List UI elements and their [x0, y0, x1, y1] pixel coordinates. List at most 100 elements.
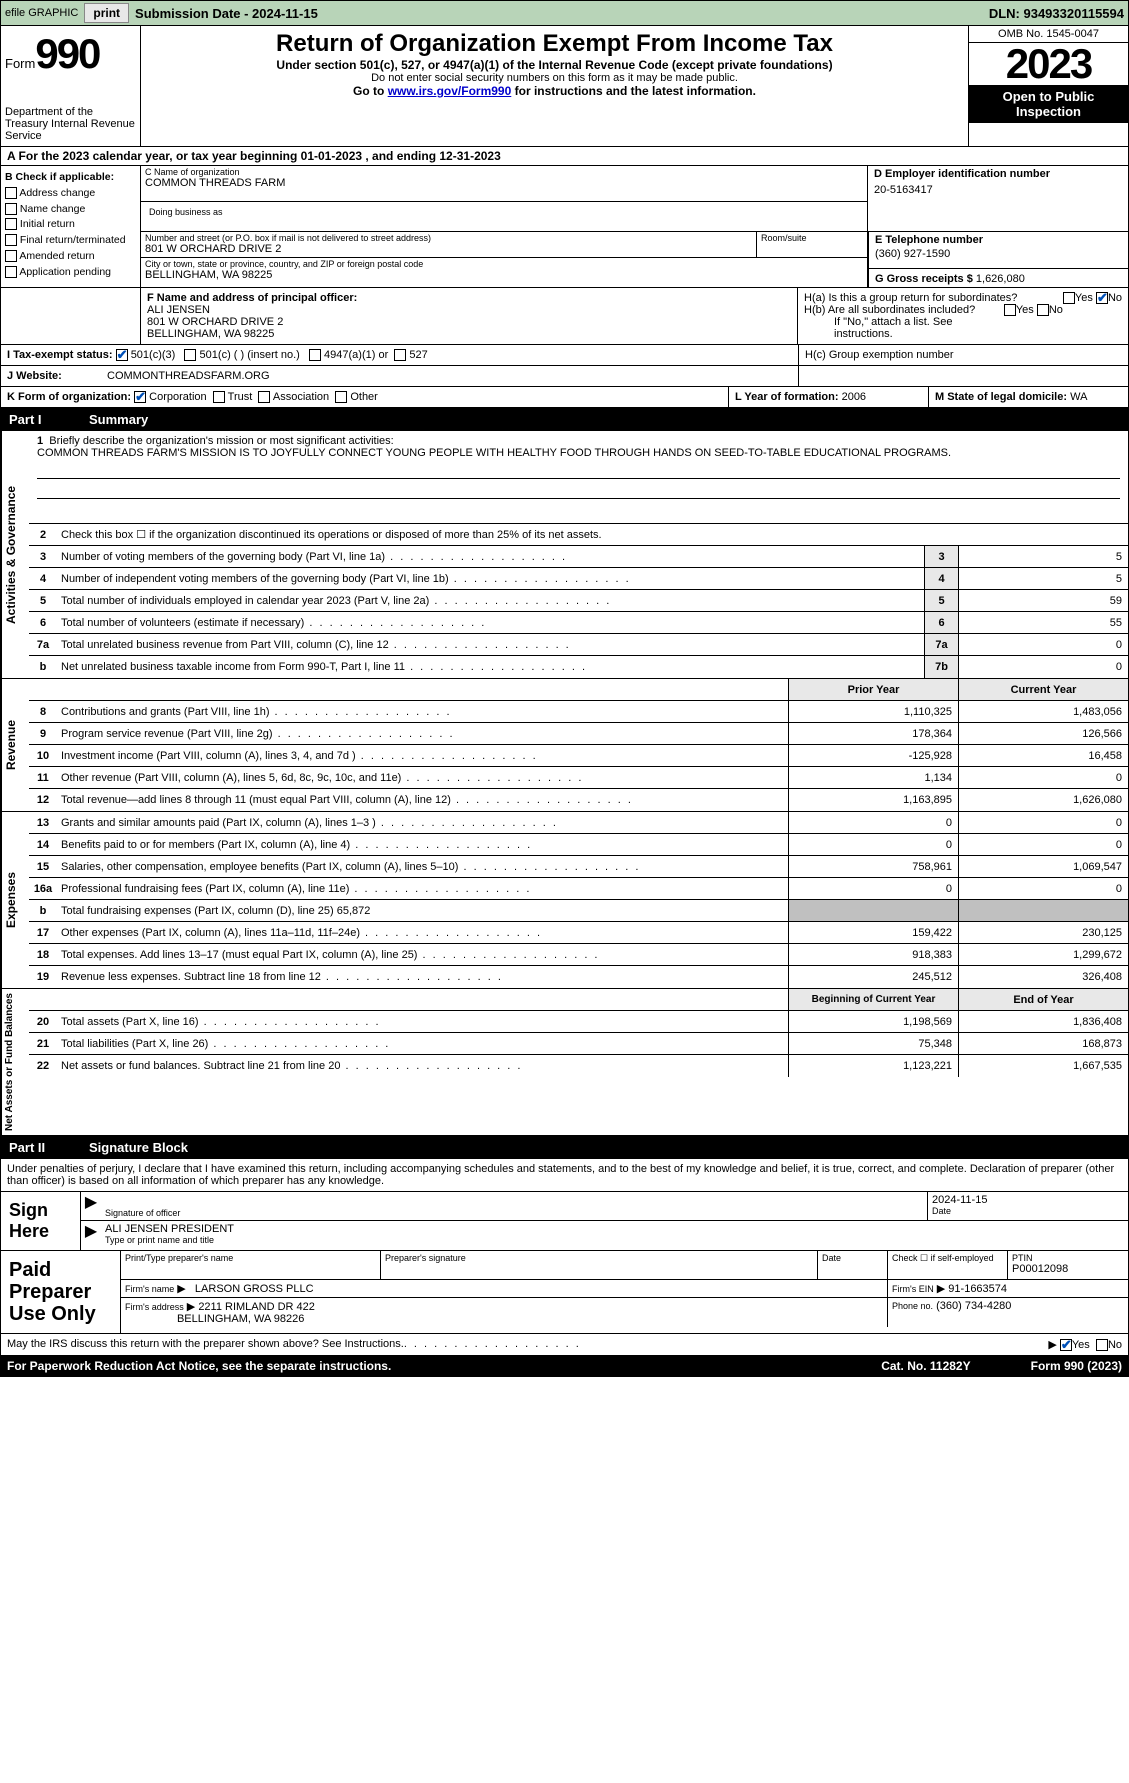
hb-yes[interactable]	[1004, 304, 1016, 316]
k-corp: Corporation	[149, 391, 206, 403]
checkbox-initial-return[interactable]	[5, 218, 17, 230]
cb-corp[interactable]	[134, 391, 146, 403]
m-label: M State of legal domicile:	[935, 391, 1067, 403]
i-527: 527	[409, 349, 427, 361]
website-row: J Website: COMMONTHREADSFARM.ORG	[0, 366, 1129, 387]
i-c3: 501(c)(3)	[131, 349, 176, 361]
check-applicable: B Check if applicable: Address change Na…	[1, 166, 141, 287]
print-button[interactable]: print	[84, 3, 129, 23]
street-value: 801 W ORCHARD DRIVE 2	[141, 243, 756, 257]
firm-name-label: Firm's name	[125, 1284, 174, 1294]
checkbox-amended[interactable]	[5, 250, 17, 262]
ha-yes[interactable]	[1063, 292, 1075, 304]
header-right: OMB No. 1545-0047 2023 Open to Public In…	[968, 26, 1128, 146]
paid-label: Paid Preparer Use Only	[1, 1251, 121, 1333]
firm-addr-val: 2211 RIMLAND DR 422	[198, 1301, 315, 1313]
top-bar: efile GRAPHIC print Submission Date - 20…	[0, 0, 1129, 26]
yes-text2: Yes	[1016, 304, 1034, 316]
summary-line: 15Salaries, other compensation, employee…	[29, 856, 1128, 878]
form-word: Form	[5, 56, 35, 71]
officer-block: F Name and address of principal officer:…	[141, 288, 798, 344]
firm-addr-label: Firm's address	[125, 1302, 184, 1312]
ha-no[interactable]	[1096, 292, 1108, 304]
checkbox-app-pending[interactable]	[5, 266, 17, 278]
cb-501c3[interactable]	[116, 349, 128, 361]
checkbox-final-return[interactable]	[5, 234, 17, 246]
phone-val: (360) 734-4280	[936, 1300, 1011, 1312]
summary-line: bTotal fundraising expenses (Part IX, co…	[29, 900, 1128, 922]
tel-value: (360) 927-1590	[875, 246, 1122, 268]
mission-q: Briefly describe the organization's miss…	[49, 435, 393, 447]
part-i-title: Summary	[89, 412, 148, 427]
pra-text: For Paperwork Reduction Act Notice, see …	[7, 1359, 391, 1373]
form-number: 990	[35, 30, 99, 77]
cb-assoc[interactable]	[258, 391, 270, 403]
firm-ein-val: 91-1663574	[948, 1283, 1007, 1295]
vlabel-rev: Revenue	[1, 679, 29, 811]
self-emp-label: Check ☐ if self-employed	[892, 1253, 1003, 1264]
summary-line: 4Number of independent voting members of…	[29, 568, 1128, 590]
k-l-m-row: K Form of organization: Corporation Trus…	[0, 387, 1129, 408]
tax-year: 2023	[969, 43, 1128, 85]
cb-other[interactable]	[335, 391, 347, 403]
officer-name: ALI JENSEN	[147, 304, 791, 316]
tel-label: E Telephone number	[875, 234, 983, 246]
cb-501c[interactable]	[184, 349, 196, 361]
year-header-row: Prior Year Current Year	[29, 679, 1128, 701]
footer-row: For Paperwork Reduction Act Notice, see …	[0, 1356, 1129, 1377]
perjury-text: Under penalties of perjury, I declare th…	[0, 1159, 1129, 1192]
hc-label: H(c) Group exemption number	[798, 345, 1128, 365]
ptin-label: PTIN	[1012, 1253, 1124, 1263]
summary-line: 17Other expenses (Part IX, column (A), l…	[29, 922, 1128, 944]
sig-off-label: Signature of officer	[105, 1208, 923, 1218]
hb-no[interactable]	[1037, 304, 1049, 316]
summary-line: 8Contributions and grants (Part VIII, li…	[29, 701, 1128, 723]
prep-name-label: Print/Type preparer's name	[125, 1253, 376, 1263]
prep-sig-label: Preparer's signature	[385, 1253, 813, 1263]
i-label: I Tax-exempt status:	[7, 349, 113, 361]
sign-here-label: Sign Here	[1, 1192, 81, 1250]
goto-line: Go to www.irs.gov/Form990 for instructio…	[147, 84, 962, 98]
firm-ein-label: Firm's EIN	[892, 1284, 934, 1294]
summary-line: 18Total expenses. Add lines 13–17 (must …	[29, 944, 1128, 966]
m-val: WA	[1070, 391, 1087, 403]
summary-line: 11Other revenue (Part VIII, column (A), …	[29, 767, 1128, 789]
h-block: H(a) Is this a group return for subordin…	[798, 288, 1128, 344]
summary-line: 16aProfessional fundraising fees (Part I…	[29, 878, 1128, 900]
sig-off-val: ALI JENSEN PRESIDENT	[105, 1223, 1124, 1235]
summary-line: 5Total number of individuals employed in…	[29, 590, 1128, 612]
ptin-val: P00012098	[1012, 1263, 1124, 1275]
summary-line: 7aTotal unrelated business revenue from …	[29, 634, 1128, 656]
discuss-no[interactable]	[1096, 1339, 1108, 1351]
cb-527[interactable]	[394, 349, 406, 361]
col-cde: C Name of organization COMMON THREADS FA…	[141, 166, 1128, 287]
tel-gross-block: E Telephone number (360) 927-1590 G Gros…	[868, 232, 1128, 287]
checkbox-name-change[interactable]	[5, 203, 17, 215]
current-year-hdr: Current Year	[958, 679, 1128, 700]
no-text2: No	[1049, 304, 1063, 316]
hb-label: H(b) Are all subordinates included?	[804, 304, 975, 316]
cb-4947[interactable]	[309, 349, 321, 361]
submission-date: Submission Date - 2024-11-15	[135, 6, 318, 21]
f-label: F Name and address of principal officer:	[147, 292, 357, 304]
tax-year-row: A For the 2023 calendar year, or tax yea…	[0, 147, 1129, 166]
cb-trust[interactable]	[213, 391, 225, 403]
org-name: COMMON THREADS FARM	[141, 177, 867, 191]
summary-line: 2Check this box ☐ if the organization di…	[29, 524, 1128, 546]
yes-text: Yes	[1075, 292, 1093, 304]
expenses-section: Expenses 13Grants and similar amounts pa…	[0, 812, 1129, 989]
header-mid: Return of Organization Exempt From Incom…	[141, 26, 968, 146]
checkbox-address-change[interactable]	[5, 187, 17, 199]
summary-line: 20Total assets (Part X, line 16)1,198,56…	[29, 1011, 1128, 1033]
officer-h-row: F Name and address of principal officer:…	[0, 288, 1129, 345]
end-year-hdr: End of Year	[958, 989, 1128, 1010]
opt-initial-return: Initial return	[20, 218, 75, 230]
irs-link[interactable]: www.irs.gov/Form990	[388, 84, 512, 98]
part-ii-num: Part II	[9, 1140, 69, 1155]
summary-line: bNet unrelated business taxable income f…	[29, 656, 1128, 678]
l-val: 2006	[842, 391, 866, 403]
discuss-no-text: No	[1108, 1339, 1122, 1351]
open-inspection: Open to Public Inspection	[969, 85, 1128, 123]
header-left: Form990 Department of the Treasury Inter…	[1, 26, 141, 146]
discuss-yes[interactable]	[1060, 1339, 1072, 1351]
